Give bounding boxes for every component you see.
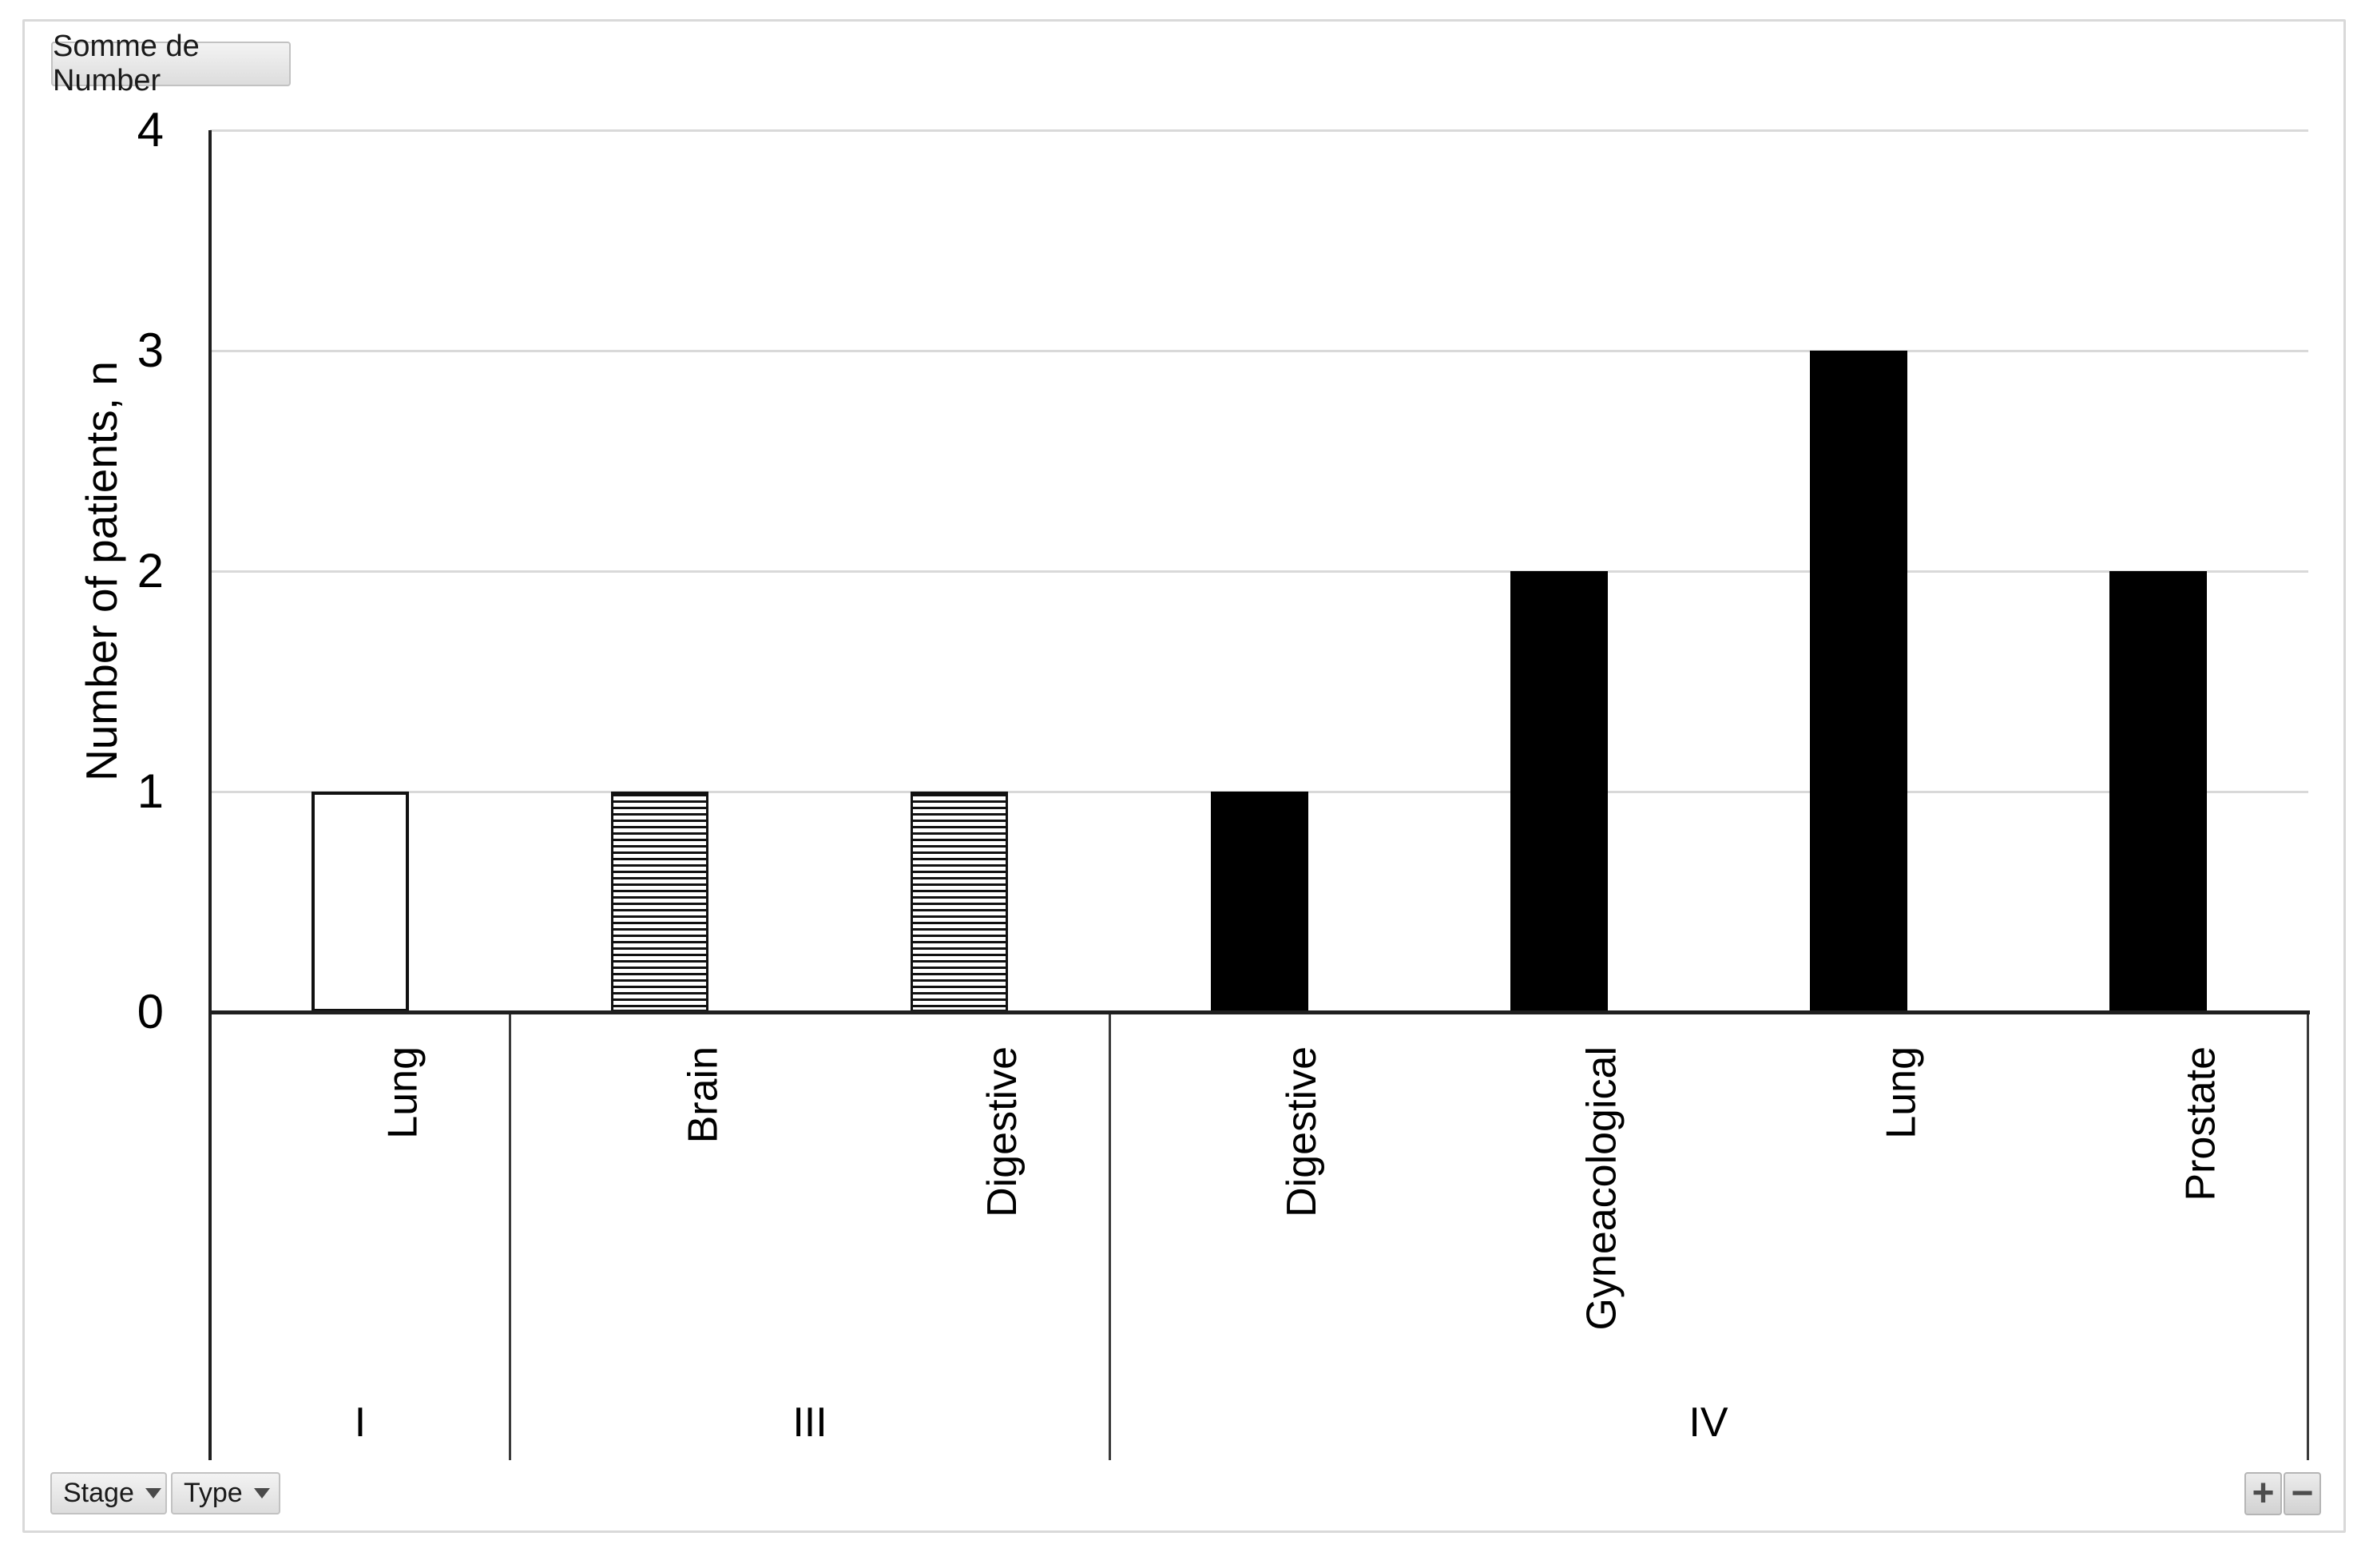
bar-gyneacological-stage-iv (1510, 571, 1608, 1012)
stage-field-label: Stage (63, 1478, 134, 1508)
type-field-label: Type (184, 1478, 243, 1508)
category-area-right-border (2307, 1014, 2309, 1460)
category-label: Brain (680, 1046, 726, 1144)
gridline-y4 (210, 129, 2308, 132)
bar-digestive-stage-iii (911, 792, 1008, 1012)
stage-group-divider (1109, 1014, 1111, 1460)
bar-digestive-stage-iv (1211, 792, 1308, 1012)
expand-field-button[interactable]: + (2244, 1472, 2282, 1515)
chart-frame (22, 19, 2346, 1533)
gridline-y2 (210, 570, 2308, 573)
value-field-label: Somme de Number (53, 30, 200, 97)
stage-group-label: I (354, 1399, 367, 1446)
dropdown-arrow-icon (253, 1488, 270, 1499)
stage-field-button[interactable]: Stage (50, 1472, 167, 1514)
stage-group-divider (509, 1014, 511, 1460)
value-field-button[interactable]: Somme de Number (51, 30, 291, 97)
y-tick-label: 2 (137, 544, 164, 597)
category-label: Lung (1879, 1046, 1925, 1139)
category-label: Digestive (1279, 1046, 1325, 1217)
category-label: Gyneacological (1579, 1046, 1625, 1331)
bar-lung-stage-i (312, 792, 409, 1012)
y-tick-label: 0 (137, 985, 164, 1038)
bar-brain-stage-iii (611, 792, 708, 1012)
collapse-field-button[interactable]: − (2284, 1472, 2321, 1515)
y-tick-label: 4 (137, 103, 164, 157)
dropdown-arrow-icon (145, 1488, 161, 1499)
type-field-button[interactable]: Type (171, 1472, 280, 1514)
y-axis-line (208, 130, 212, 1460)
stage-group-label: IV (1688, 1399, 1728, 1446)
y-tick-label: 1 (137, 764, 164, 818)
category-label: Lung (380, 1046, 427, 1139)
category-label: Prostate (2178, 1046, 2224, 1201)
bar-lung-stage-iv (1810, 351, 1907, 1012)
plus-icon: + (2252, 1472, 2275, 1514)
bar-prostate-stage-iv (2109, 571, 2207, 1012)
category-label: Digestive (979, 1046, 1026, 1217)
gridline-y3 (210, 350, 2308, 352)
y-tick-label: 3 (137, 324, 164, 377)
minus-icon: − (2291, 1472, 2314, 1514)
stage-group-label: III (792, 1399, 827, 1446)
x-axis-line (208, 1010, 2310, 1014)
